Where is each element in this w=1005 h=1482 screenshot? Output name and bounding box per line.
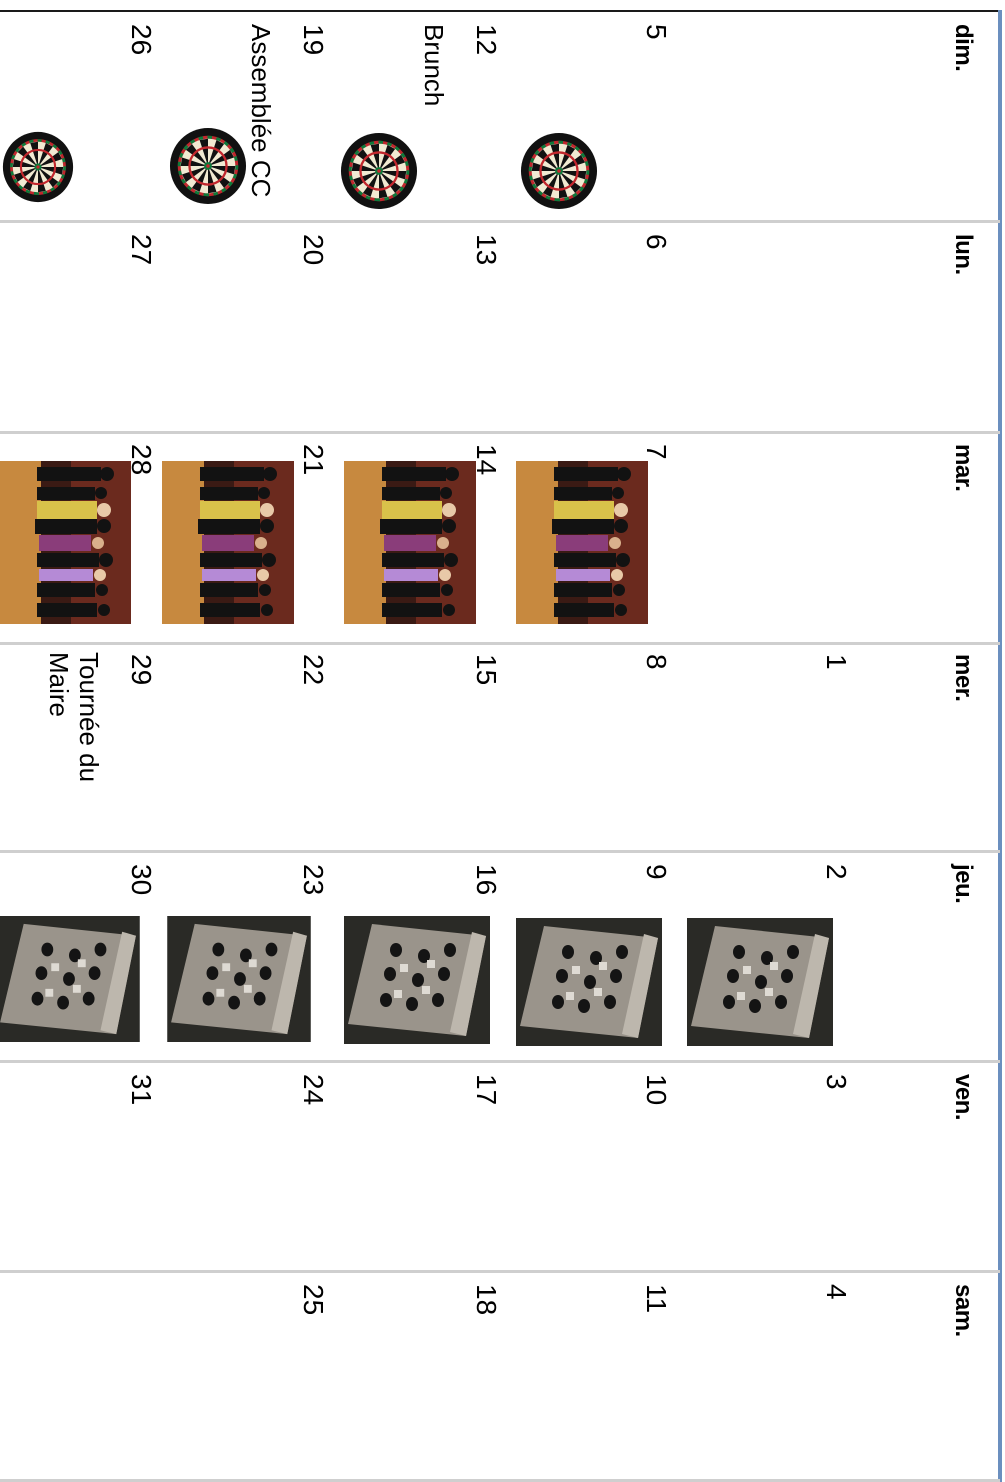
day-number: 30 (126, 864, 157, 896)
dartboard-icon (515, 132, 598, 210)
day-number: 24 (298, 1074, 329, 1106)
dance-photo (511, 461, 648, 624)
day-number: 26 (126, 24, 157, 56)
event-brunch[interactable]: Brunch (419, 24, 449, 107)
day-number: 14 (471, 444, 502, 476)
day-number: 18 (471, 1284, 502, 1316)
day-number: 2 (821, 864, 852, 880)
cornhole-board-photo (339, 916, 490, 1044)
column-divider (0, 850, 1000, 853)
day-number: 20 (298, 234, 329, 266)
day-number: 25 (298, 1284, 329, 1316)
day-number: 23 (298, 864, 329, 896)
weekday-header: ven. (950, 1074, 977, 1121)
column-divider (0, 642, 1000, 645)
day-number: 7 (641, 444, 672, 460)
day-number: 13 (471, 234, 502, 266)
cornhole-board-photo (682, 918, 833, 1046)
column-divider (0, 1060, 1000, 1063)
day-number: 27 (126, 234, 157, 266)
event-tournee-du-maire[interactable]: Tournée du Maire (44, 652, 104, 783)
weekday-header: dim. (950, 24, 977, 72)
day-number: 4 (821, 1284, 852, 1300)
dartboard-icon (164, 127, 247, 205)
event-assemblee-cc[interactable]: Assemblée CC (246, 24, 276, 198)
day-number: 28 (126, 444, 157, 476)
day-number: 22 (298, 654, 329, 686)
dartboard-icon (335, 132, 418, 210)
top-border (0, 10, 1000, 12)
column-divider (0, 220, 1000, 223)
dance-photo (0, 461, 131, 624)
right-border (998, 10, 1002, 1482)
day-number: 19 (298, 24, 329, 56)
weekday-header: mer. (950, 654, 977, 702)
day-number: 9 (641, 864, 672, 880)
day-number: 15 (471, 654, 502, 686)
day-number: 5 (641, 24, 672, 40)
day-number: 8 (641, 654, 672, 670)
day-number: 6 (641, 234, 672, 250)
day-number: 1 (821, 654, 852, 670)
cornhole-board-photo (511, 918, 662, 1046)
day-number: 12 (471, 24, 502, 56)
day-number: 21 (298, 444, 329, 476)
column-divider (0, 431, 1000, 434)
weekday-header: jeu. (950, 864, 977, 904)
weekday-header: sam. (950, 1284, 977, 1337)
cornhole-board-photo (0, 916, 141, 1042)
day-number: 16 (471, 864, 502, 896)
dance-photo (339, 461, 476, 624)
day-number: 31 (126, 1074, 157, 1106)
day-number: 11 (641, 1284, 672, 1314)
weekday-header: mar. (950, 444, 977, 492)
column-divider (0, 1270, 1000, 1273)
day-number: 29 (126, 654, 157, 686)
day-number: 17 (471, 1074, 502, 1106)
cornhole-board-photo (161, 916, 312, 1042)
day-number: 3 (821, 1074, 852, 1090)
day-number: 10 (641, 1074, 672, 1106)
dance-photo (157, 461, 294, 624)
dartboard-icon (0, 131, 74, 203)
weekday-header: lun. (950, 234, 977, 275)
